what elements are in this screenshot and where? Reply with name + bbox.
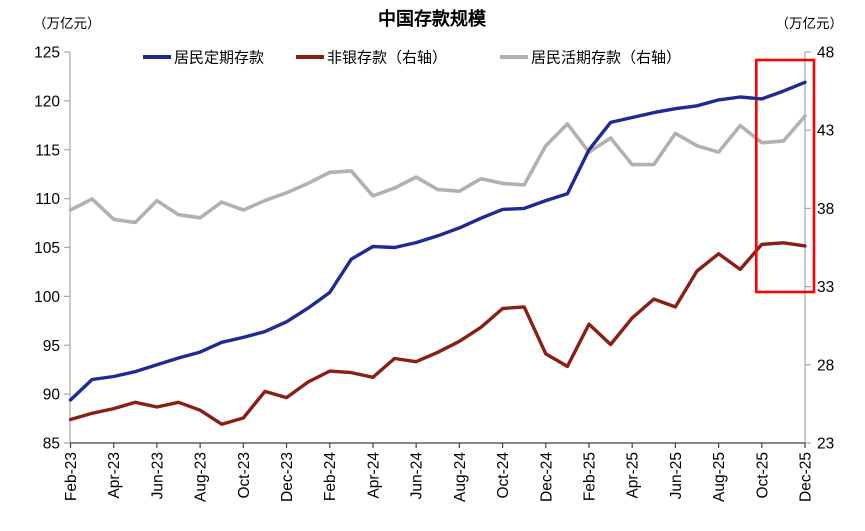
x-axis-tick-label: Aug-24 [452, 452, 469, 502]
x-axis-tick-label: Jun-23 [149, 452, 166, 499]
x-axis-tick-label: Jun-24 [409, 452, 426, 500]
left-axis-unit: （万亿元） [33, 16, 101, 31]
plot-area: 125 120 115 110 105 100 95 90 85 48 43 38 33 28 23 Feb-… [34, 45, 834, 502]
right-axis-tick-label: 33 [817, 279, 834, 296]
x-axis-tick-label: Apr-23 [106, 452, 123, 499]
series-line-resident-demand-deposits [68, 114, 807, 225]
x-axis-tick-label: Dec-24 [538, 452, 555, 502]
chart-title: 中国存款规模 [378, 8, 487, 29]
left-axis-tick-label: 85 [43, 436, 60, 453]
legend-label: 居民活期存款（右轴） [531, 50, 681, 67]
x-axis-tick-label: Aug-25 [711, 452, 728, 502]
left-axis-tick-label: 95 [43, 338, 60, 355]
legend-label: 居民定期存款 [174, 50, 264, 67]
legend-item-resident-time-deposits: 居民定期存款 [143, 50, 264, 67]
right-axis-unit: （万亿元） [776, 16, 844, 31]
highlight-box [754, 58, 816, 294]
chart-legend: 居民定期存款 非银存款（右轴） 居民活期存款（右轴） [143, 50, 681, 67]
x-axis-tick-label: Oct-23 [236, 452, 253, 499]
x-axis-tick-label: Aug-23 [193, 452, 210, 502]
right-axis-tick-label: 48 [817, 45, 834, 62]
x-axis-tick-label: Oct-24 [495, 452, 512, 499]
x-axis-tick-label: Jun-25 [668, 452, 685, 499]
right-axis-tick-label: 38 [817, 201, 834, 218]
x-axis-tick-label: Apr-24 [365, 452, 382, 499]
right-axis-tick-label: 28 [817, 357, 834, 374]
left-axis-tick-label: 90 [43, 387, 61, 404]
legend-label: 非银存款（右轴） [327, 50, 447, 67]
legend-item-non-bank-deposits: 非银存款（右轴） [296, 50, 447, 67]
left-axis-tick-label: 100 [34, 289, 60, 306]
right-axis-tick-label: 23 [817, 436, 834, 453]
right-axis-tick-label: 43 [817, 123, 834, 140]
x-axis-tick-label: Dec-23 [279, 452, 296, 502]
left-axis-tick-label: 105 [34, 240, 60, 257]
x-axis-tick-label: Oct-25 [754, 452, 771, 499]
left-axis-tick-label: 125 [34, 45, 60, 62]
series-line-non-bank-deposits [68, 241, 807, 426]
legend-item-resident-demand-deposits: 居民活期存款（右轴） [500, 50, 681, 67]
left-axis-tick-label: 115 [35, 142, 60, 159]
left-axis-tick-label: 120 [34, 93, 60, 110]
x-axis-tick-label: Dec-25 [798, 452, 815, 502]
x-axis-tick-label: Apr-25 [625, 452, 642, 499]
left-axis-tick-label: 110 [35, 191, 60, 208]
x-axis-tick-label: Feb-25 [581, 452, 598, 501]
series-line-resident-time-deposits [68, 80, 807, 402]
x-axis-tick-label: Feb-23 [63, 452, 80, 501]
x-axis-tick-label: Feb-24 [322, 452, 339, 501]
